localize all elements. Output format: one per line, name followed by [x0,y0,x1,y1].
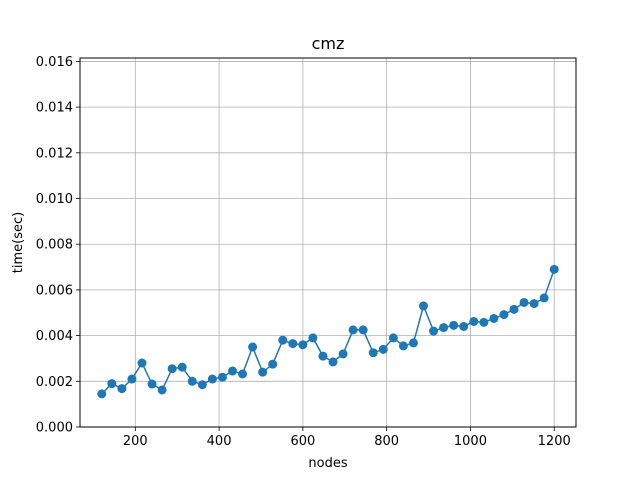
data-point [137,358,147,368]
data-point [469,316,479,326]
data-point [217,372,227,382]
data-point [348,325,358,335]
data-point [97,389,107,399]
data-point [479,317,489,327]
data-point [258,367,268,377]
data-point [207,374,217,384]
grid-lines [80,58,576,428]
data-point [499,310,509,320]
data-point [197,380,207,390]
x-tick-label: 1200 [538,434,571,449]
plot-frame [79,57,577,428]
data-point [539,293,549,303]
x-tick-label: 800 [374,434,399,449]
y-tick-label: 0.002 [36,375,73,390]
data-point [308,333,318,343]
y-tick-label: 0.012 [36,146,73,161]
series-line [101,269,555,395]
data-point [288,339,298,349]
data-point [238,369,248,379]
data-point [177,362,187,372]
data-point [509,304,519,314]
x-tick-label: 1000 [454,434,487,449]
data-point [268,359,278,369]
data-point [449,320,459,330]
x-tick-label: 600 [290,434,315,449]
data-point [398,341,408,351]
y-tick-label: 0.016 [36,55,73,70]
y-tick-label: 0.010 [36,192,73,207]
x-tick-label: 200 [123,434,148,449]
y-axis-label: time(sec) [11,212,26,273]
data-point [378,344,388,354]
data-point [107,379,117,389]
y-tick-label: 0.006 [36,283,73,298]
y-tick-label: 0.014 [36,101,73,116]
data-point [117,384,127,394]
data-point [459,321,469,331]
data-point [408,338,418,348]
data-point [358,325,368,335]
data-point [278,335,288,345]
data-point [429,326,439,336]
axis-ticks: 200 400 600 800 1000 1200 0.000 0.002 0.004 0.006… [36,55,571,449]
y-tick-label: 0.004 [36,329,73,344]
x-tick-label: 400 [207,434,232,449]
data-point [157,385,167,395]
data-point [338,349,348,359]
data-point [167,364,177,374]
data-point [328,357,338,367]
y-tick-label: 0.008 [36,238,73,253]
data-point [227,366,237,376]
data-point [147,379,157,389]
series-layer [97,264,559,399]
data-point [127,374,137,384]
data-point [549,264,559,274]
y-tick-label: 0.000 [36,421,73,436]
data-point [529,299,539,309]
data-point [368,348,378,358]
data-point [318,351,328,361]
data-point [388,333,398,343]
data-point [248,342,258,352]
data-point [489,313,499,323]
data-point [439,323,449,333]
data-point [519,297,529,307]
data-point [298,340,308,350]
data-point [187,376,197,386]
data-point [419,301,429,311]
chart-title: cmz [312,34,345,53]
x-axis-label: nodes [308,456,347,471]
